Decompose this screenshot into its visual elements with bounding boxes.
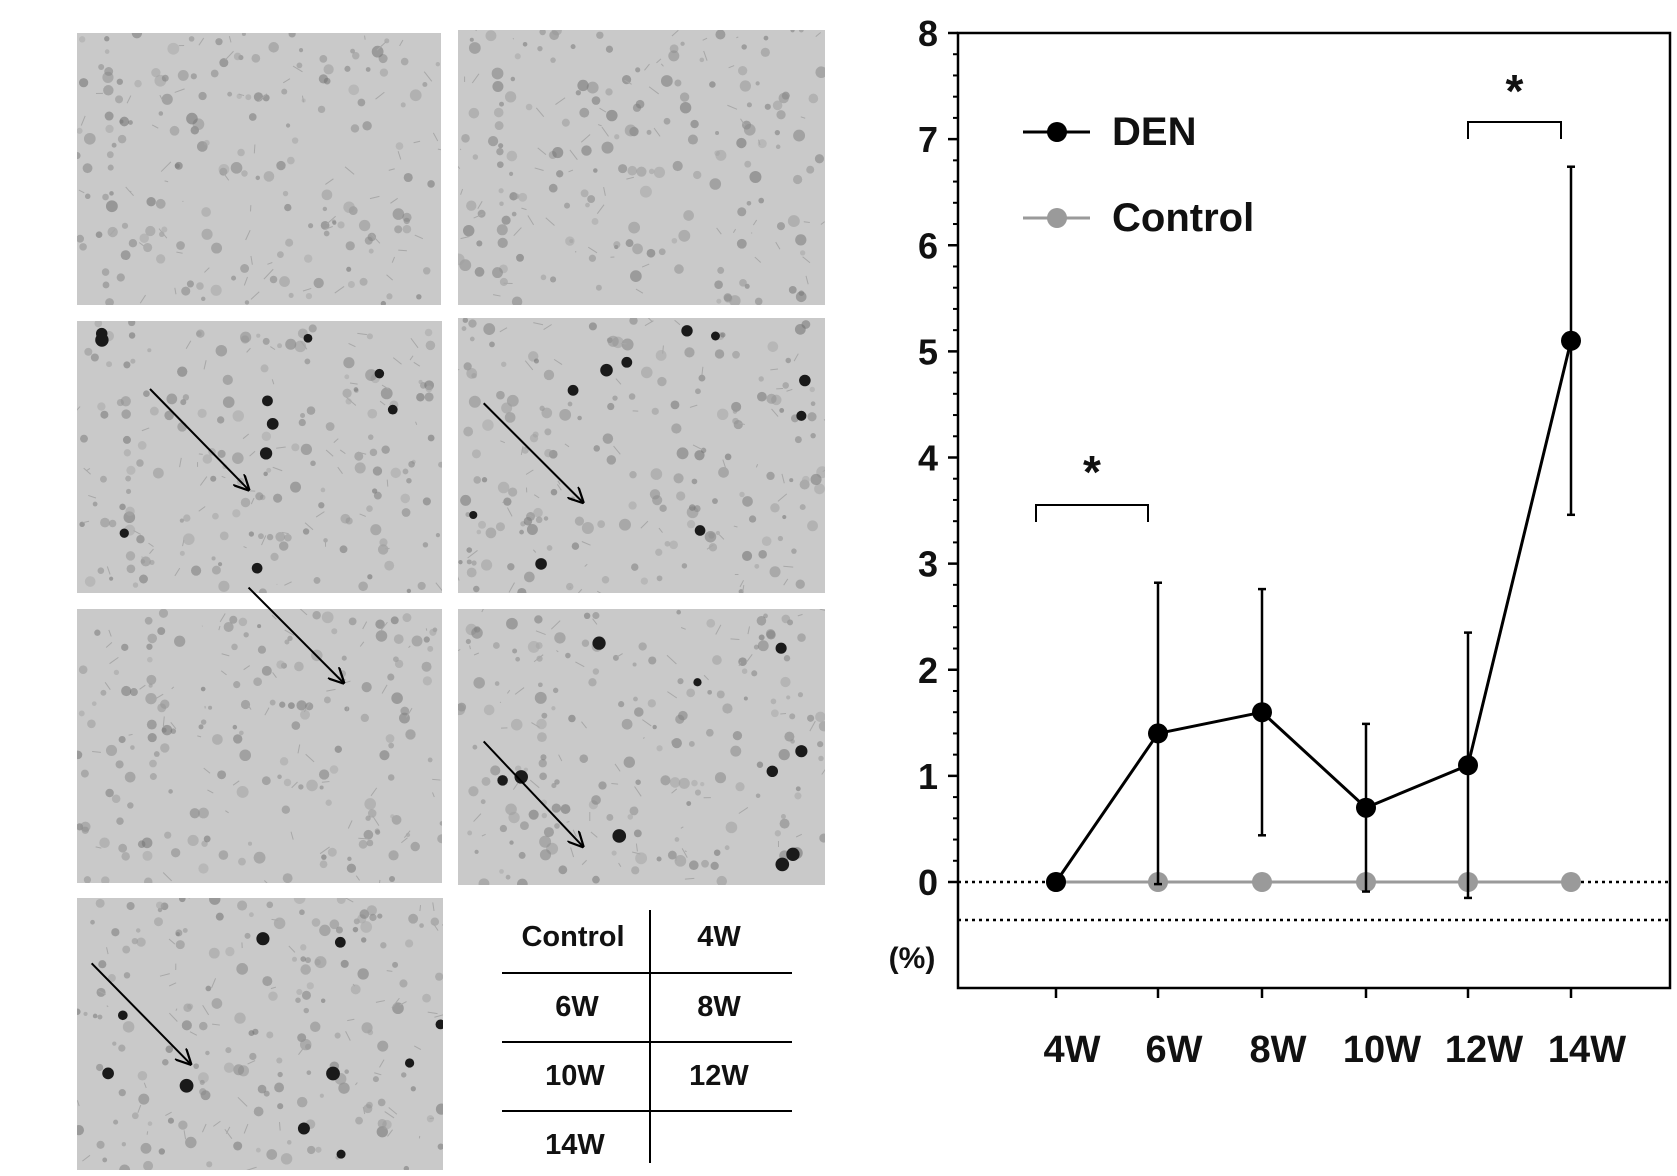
x-tick-label: 4W	[1044, 1029, 1101, 1071]
table-cell: 8W	[697, 991, 741, 1023]
y-tick-label: 7	[918, 119, 938, 160]
tissue-texture	[458, 318, 825, 593]
significance-star: *	[1506, 65, 1524, 117]
x-tick-label: 6W	[1146, 1029, 1203, 1071]
x-tick-label: 10W	[1343, 1029, 1421, 1071]
micrograph-6w	[77, 321, 442, 593]
data-point-den	[1561, 330, 1581, 351]
data-point-den	[1356, 797, 1376, 818]
table-cell: 12W	[689, 1060, 749, 1092]
tissue-texture	[77, 321, 442, 593]
indicator-arrow	[90, 962, 191, 1064]
y-tick-label: 2	[918, 650, 938, 691]
table-cell: 4W	[697, 921, 741, 953]
x-tick-label: 8W	[1250, 1029, 1307, 1071]
micrograph-14w	[77, 898, 443, 1170]
table-cell: 6W	[555, 991, 599, 1023]
significance-bracket	[1035, 504, 1149, 522]
indicator-arrow	[149, 388, 249, 490]
tissue-texture	[458, 609, 825, 885]
y-tick-label: 5	[918, 331, 938, 372]
data-point-den	[1252, 702, 1272, 723]
y-tick-label: 0	[918, 862, 938, 903]
y-axis-label: (%)	[889, 942, 936, 975]
legend-label: DEN	[1112, 110, 1196, 154]
data-point-den	[1148, 723, 1168, 744]
y-tick-label: 8	[918, 13, 938, 54]
significance-star: *	[1083, 446, 1101, 498]
table-cell: 10W	[545, 1060, 605, 1092]
micrograph-control	[77, 33, 441, 305]
data-point-control	[1561, 872, 1581, 892]
micrograph-8w	[458, 318, 825, 593]
y-tick-label: 3	[918, 544, 938, 585]
tissue-texture	[77, 898, 443, 1170]
tissue-texture	[458, 30, 825, 305]
tissue-texture	[77, 33, 441, 305]
tissue-texture	[77, 609, 442, 883]
significance-bracket	[1467, 121, 1562, 139]
data-point-den	[1046, 872, 1066, 892]
legend-marker	[1047, 208, 1067, 228]
indicator-arrow	[482, 740, 583, 846]
panel-key-table: Control 4W 6W 8W 10W 12W 14W	[498, 905, 798, 1165]
y-tick-label: 4	[918, 438, 938, 479]
series-line-den	[1054, 340, 1573, 883]
data-point-den	[1458, 755, 1478, 776]
indicator-arrow	[247, 586, 344, 683]
table-grid	[502, 910, 792, 1163]
table-cell: Control	[521, 921, 625, 953]
table-cell: 14W	[545, 1129, 605, 1161]
plot-frame	[956, 31, 1672, 990]
data-point-control	[1252, 872, 1272, 892]
legend-label: Control	[1112, 196, 1254, 240]
x-tick-label: 14W	[1548, 1029, 1626, 1071]
micrograph-4w	[458, 30, 825, 305]
x-tick-label: 12W	[1445, 1029, 1523, 1071]
y-tick-label: 6	[918, 225, 938, 266]
y-tick-label: 1	[918, 756, 938, 797]
micrograph-10w	[77, 609, 442, 883]
indicator-arrow	[482, 402, 583, 502]
legend-marker	[1047, 122, 1067, 142]
micrograph-12w	[458, 609, 825, 885]
